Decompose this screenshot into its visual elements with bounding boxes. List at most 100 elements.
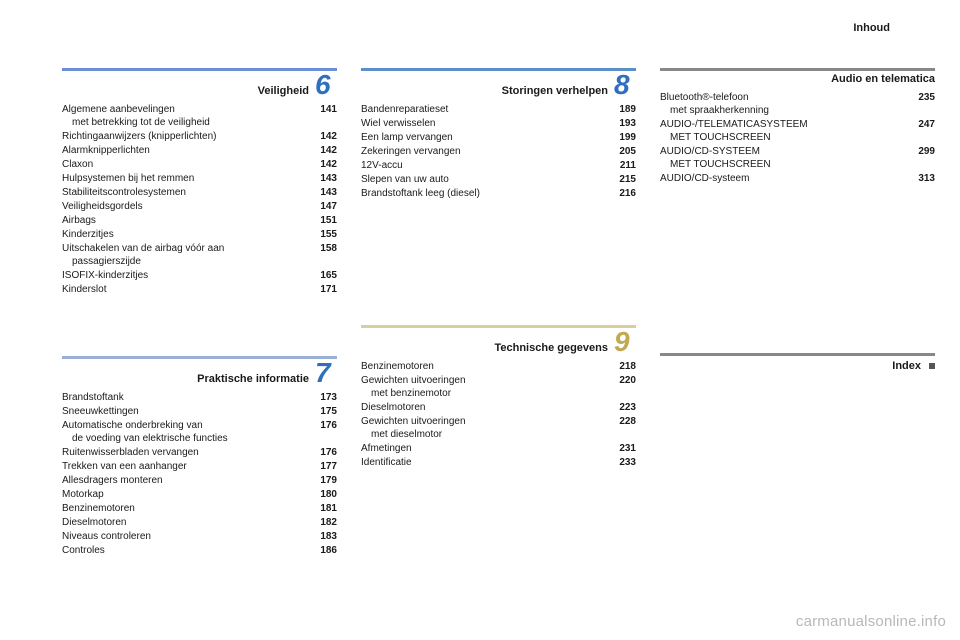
section-rule [660,68,935,71]
toc-item-label: Identificatie [361,456,606,469]
toc-item-page: 155 [307,228,337,241]
toc-item-label: ISOFIX-kinderzitjes [62,269,307,282]
toc-item-page: 211 [606,159,636,172]
toc-item-page: 193 [606,117,636,130]
section-veiligheid: Veiligheid 6 Algemene aanbevelingenmet b… [62,68,337,296]
watermark: carmanualsonline.info [796,613,946,630]
toc-item-label: Wiel verwisselen [361,117,606,130]
toc-item: Trekken van een aanhanger177 [62,460,337,473]
page-header: Inhoud [853,22,890,34]
toc-item-page: 181 [307,502,337,515]
toc-item-label: Alarmknipperlichten [62,144,307,157]
toc-item: Alarmknipperlichten142 [62,144,337,157]
toc-item: Airbags151 [62,214,337,227]
toc-item-label: Afmetingen [361,442,606,455]
toc-item-label: Veiligheidsgordels [62,200,307,213]
toc-item-label: Trekken van een aanhanger [62,460,307,473]
toc-item-page: 299 [905,145,935,158]
column-3: Audio en telematica Bluetooth®-telefoonm… [660,68,935,591]
toc-item-label: Controles [62,544,307,557]
toc-item-label: Hulpsystemen bij het remmen [62,172,307,185]
toc-item-page: 147 [307,200,337,213]
toc-item-label: Benzinemotoren [361,360,606,373]
section-rule [62,68,337,71]
toc-item-page: 175 [307,405,337,418]
toc-item-label: Allesdragers monteren [62,474,307,487]
toc-item-page: 142 [307,158,337,171]
section-number: 8 [614,73,636,97]
toc-item: Gewichten uitvoeringenmet dieselmotor228 [361,415,636,441]
toc-item-label: Airbags [62,214,307,227]
toc-item-page: 142 [307,144,337,157]
toc-item-page: 235 [905,91,935,104]
section-items: Algemene aanbevelingenmet betrekking tot… [62,103,337,296]
toc-item-page: 182 [307,516,337,529]
section-items: Brandstoftank173Sneeuwkettingen175Automa… [62,391,337,557]
toc-item-page: 177 [307,460,337,473]
section-audio: Audio en telematica Bluetooth®-telefoonm… [660,68,935,185]
toc-item: 12V-accu211 [361,159,636,172]
section-storingen: Storingen verhelpen 8 Bandenreparatieset… [361,68,636,200]
toc-item-label: Stabiliteitscontrolesystemen [62,186,307,199]
toc-item-page: 247 [905,118,935,131]
toc-item: Sneeuwkettingen175 [62,405,337,418]
toc-item-label: Brandstoftank [62,391,307,404]
toc-item-label: Gewichten uitvoeringenmet benzinemotor [361,374,606,400]
toc-item: Kinderslot171 [62,283,337,296]
section-title: Praktische informatie [62,373,313,385]
toc-item-label: Slepen van uw auto [361,173,606,186]
toc-item: Uitschakelen van de airbag vóór aanpassa… [62,242,337,268]
section-title: Veiligheid [62,85,313,97]
toc-item: AUDIO/CD-SYSTEEMMET TOUCHSCREEN299 [660,145,935,171]
toc-item-label: Bluetooth®-telefoonmet spraakherkenning [660,91,905,117]
toc-item: Slepen van uw auto215 [361,173,636,186]
section-technische: Technische gegevens 9 Benzinemotoren218G… [361,325,636,469]
toc-item-page: 223 [606,401,636,414]
toc-item-label: AUDIO-/TELEMATICASYSTEEMMET TOUCHSCREEN [660,118,905,144]
section-title: Index [892,360,923,372]
section-items: Bandenreparatieset189Wiel verwisselen193… [361,103,636,200]
toc-item-label: AUDIO/CD-systeem [660,172,905,185]
toc-item-page: 183 [307,530,337,543]
toc-item-page: 165 [307,269,337,282]
toc-item-label: Zekeringen vervangen [361,145,606,158]
toc-item-page: 176 [307,419,337,432]
toc-item: Gewichten uitvoeringenmet benzinemotor22… [361,374,636,400]
section-rule [361,68,636,71]
section-number: 6 [315,73,337,97]
toc-item: Bluetooth®-telefoonmet spraakherkenning2… [660,91,935,117]
toc-item: Dieselmotoren223 [361,401,636,414]
toc-item-label: Sneeuwkettingen [62,405,307,418]
toc-item-page: 173 [307,391,337,404]
toc-item-page: 143 [307,172,337,185]
toc-item: Identificatie233 [361,456,636,469]
section-rule [361,325,636,328]
toc-item: Allesdragers monteren179 [62,474,337,487]
section-title: Audio en telematica [660,73,935,85]
toc-item: Richtingaanwijzers (knipperlichten)142 [62,130,337,143]
column-2: Storingen verhelpen 8 Bandenreparatieset… [361,68,636,591]
toc-item: Wiel verwisselen193 [361,117,636,130]
toc-item: Brandstoftank173 [62,391,337,404]
toc-item-label: Richtingaanwijzers (knipperlichten) [62,130,307,143]
toc-item-page: 171 [307,283,337,296]
toc-item: Automatische onderbreking vande voeding … [62,419,337,445]
section-items: Bluetooth®-telefoonmet spraakherkenning2… [660,91,935,185]
toc-item-label: Brandstoftank leeg (diesel) [361,187,606,200]
toc-item-label: AUDIO/CD-SYSTEEMMET TOUCHSCREEN [660,145,905,171]
toc-item: Zekeringen vervangen205 [361,145,636,158]
toc-item: Benzinemotoren218 [361,360,636,373]
toc-item: Bandenreparatieset189 [361,103,636,116]
toc-item-page: 231 [606,442,636,455]
toc-item: Claxon142 [62,158,337,171]
toc-item: ISOFIX-kinderzitjes165 [62,269,337,282]
toc-item-label: Motorkap [62,488,307,501]
toc-item: Een lamp vervangen199 [361,131,636,144]
section-praktische: Praktische informatie 7 Brandstoftank173… [62,356,337,557]
section-rule [62,356,337,359]
section-items: Benzinemotoren218Gewichten uitvoeringenm… [361,360,636,469]
toc-item-page: 220 [606,374,636,387]
toc-item-label: Uitschakelen van de airbag vóór aanpassa… [62,242,307,268]
toc-item: Afmetingen231 [361,442,636,455]
toc-item-label: Algemene aanbevelingenmet betrekking tot… [62,103,307,129]
